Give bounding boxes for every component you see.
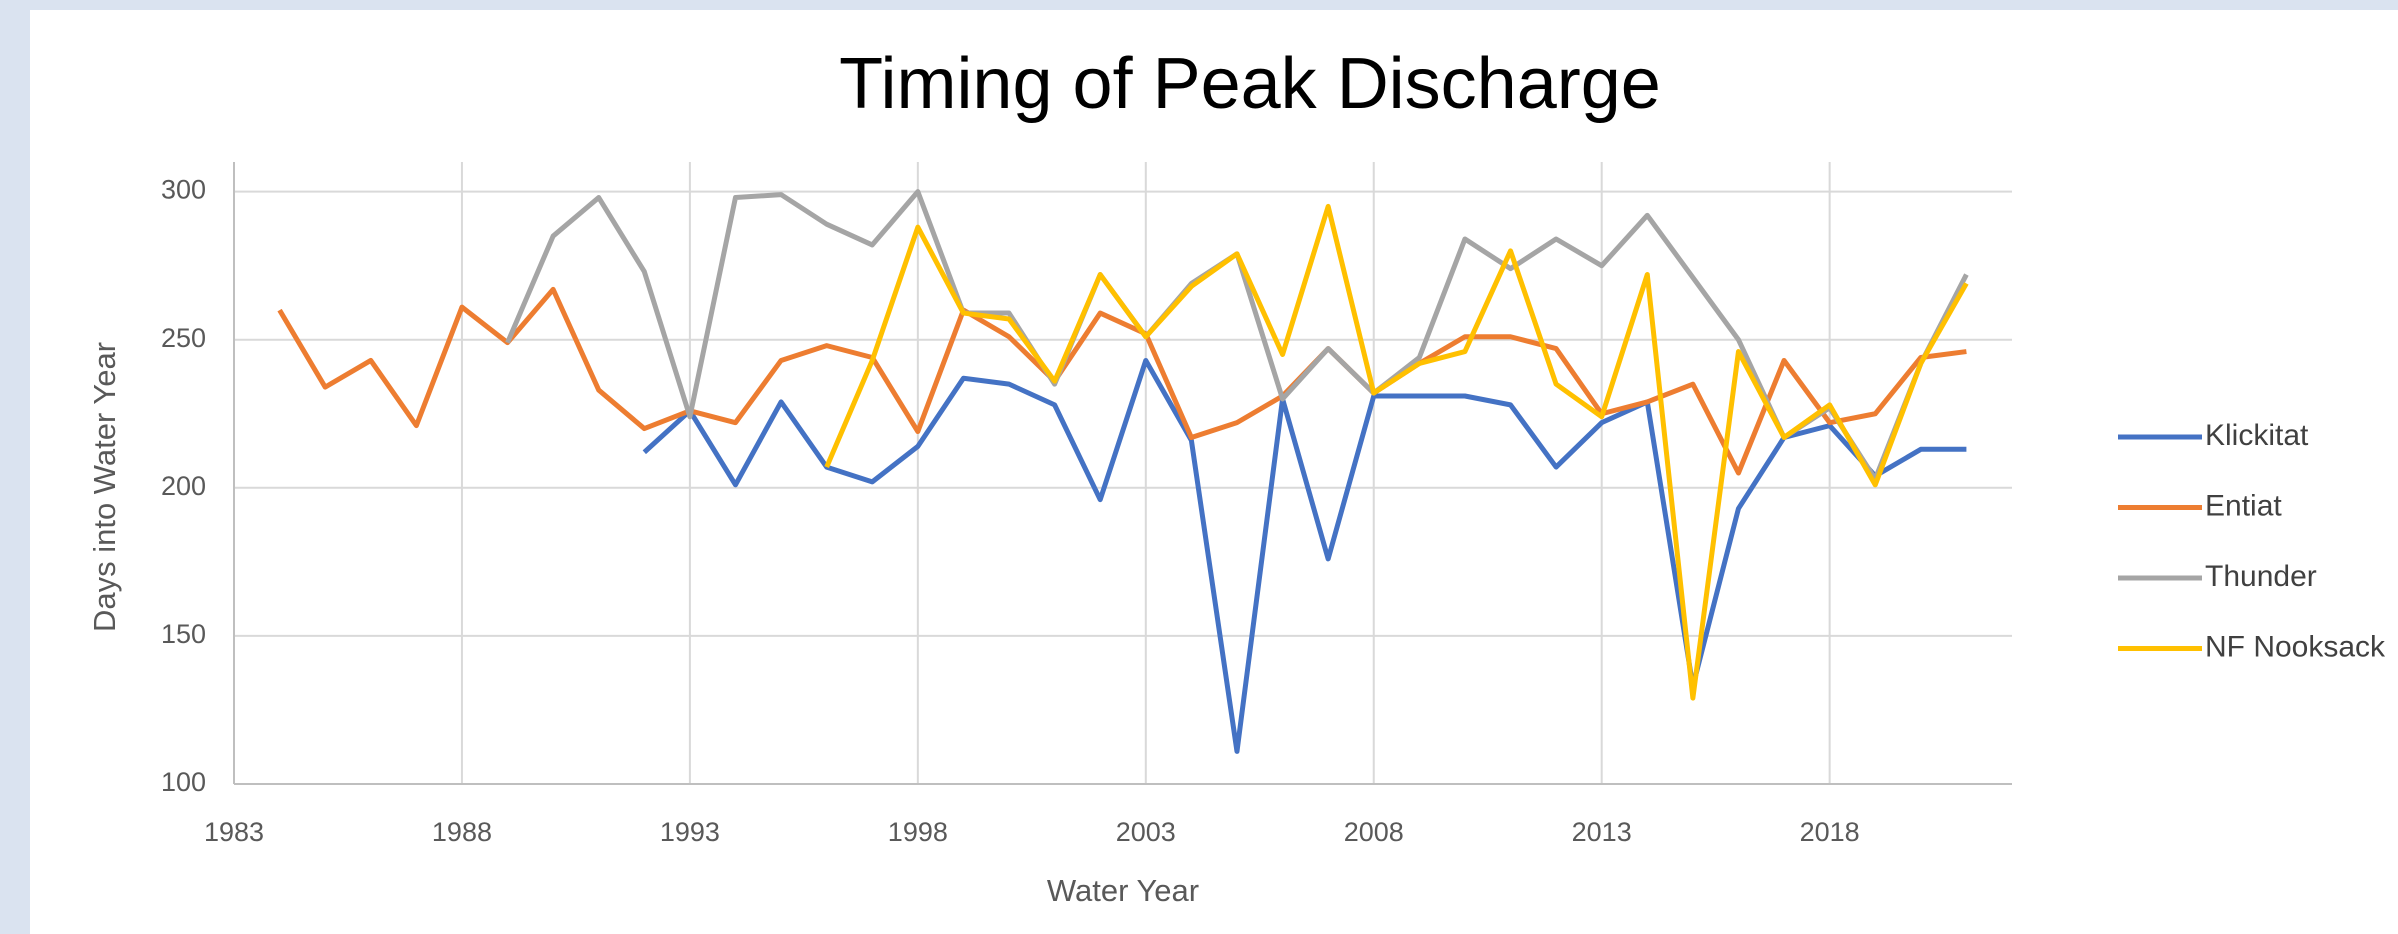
x-tick-label: 1993 — [660, 817, 720, 847]
y-tick-label: 250 — [161, 323, 206, 353]
y-tick-label: 200 — [161, 471, 206, 501]
y-tick-label: 300 — [161, 175, 206, 205]
series-line — [642, 357, 1967, 754]
x-tick-label: 1988 — [432, 817, 492, 847]
x-tick-label: 2008 — [1344, 817, 1404, 847]
y-tick-label: 100 — [161, 767, 206, 797]
legend-label: NF Nooksack — [2205, 630, 2386, 663]
y-tick-label: 150 — [161, 619, 206, 649]
legend-label: Entiat — [2205, 489, 2282, 522]
chart-panel — [30, 10, 2398, 934]
chart-title: Timing of Peak Discharge — [839, 44, 1661, 124]
y-axis-title: Days into Water Year — [87, 342, 122, 632]
x-tick-label: 2018 — [1800, 817, 1860, 847]
x-tick-label: 1998 — [888, 817, 948, 847]
series-line — [824, 203, 1969, 701]
x-tick-label: 2013 — [1572, 817, 1632, 847]
legend-label: Klickitat — [2205, 419, 2309, 452]
legend-label: Thunder — [2205, 560, 2317, 593]
x-axis-title: Water Year — [1047, 873, 1199, 908]
x-tick-label: 1983 — [204, 817, 264, 847]
series-line — [277, 286, 1967, 476]
x-tick-label: 2003 — [1116, 817, 1176, 847]
